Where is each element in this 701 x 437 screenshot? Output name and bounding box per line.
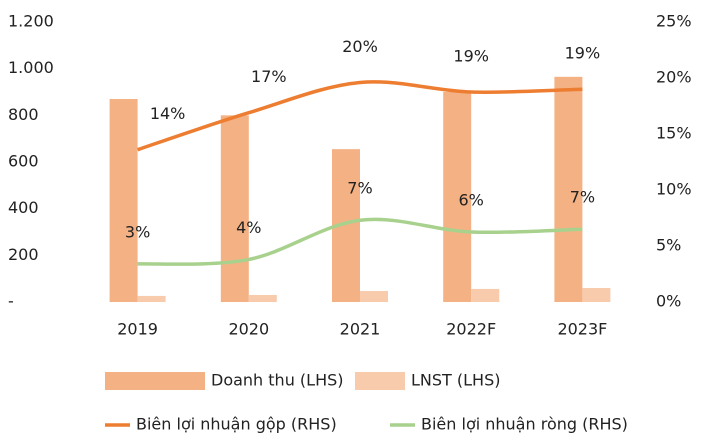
y-tick-label: 600 bbox=[8, 152, 39, 171]
x-tick-label: 2022F bbox=[446, 320, 496, 339]
y-tick-label: 400 bbox=[8, 198, 39, 217]
y2-tick-label: 5% bbox=[656, 236, 681, 255]
y-tick-label: - bbox=[8, 292, 14, 311]
line bbox=[137, 217, 583, 266]
y-tick-label: 1.200 bbox=[8, 12, 54, 31]
y-tick-label: 1.000 bbox=[8, 58, 54, 77]
bar bbox=[360, 291, 388, 302]
data-label: 19% bbox=[453, 47, 489, 66]
x-tick-label: 2020 bbox=[228, 320, 269, 339]
line bbox=[137, 80, 583, 152]
bar bbox=[109, 99, 138, 302]
x-tick-label: 2019 bbox=[117, 320, 158, 339]
x-tick-label: 2021 bbox=[340, 320, 381, 339]
legend-label: Doanh thu (LHS) bbox=[211, 371, 344, 390]
data-label: 17% bbox=[251, 67, 287, 86]
legend-label: Biên lợi nhuận ròng (RHS) bbox=[421, 415, 628, 434]
legend-swatch bbox=[105, 372, 205, 390]
data-label: 14% bbox=[150, 104, 186, 123]
bar bbox=[137, 295, 166, 302]
bar bbox=[582, 288, 611, 302]
y2-tick-label: 25% bbox=[656, 12, 692, 31]
bar bbox=[443, 92, 472, 302]
data-label: 19% bbox=[565, 44, 601, 63]
data-label: 20% bbox=[342, 37, 378, 56]
data-label: 6% bbox=[459, 191, 484, 210]
y-tick-label: 200 bbox=[8, 245, 39, 264]
legend-label: Biên lợi nhuận gộp (RHS) bbox=[136, 415, 337, 434]
data-label: 7% bbox=[347, 179, 372, 198]
bar bbox=[248, 295, 277, 302]
bar bbox=[220, 115, 249, 302]
y2-tick-label: 10% bbox=[656, 180, 692, 199]
data-label: 4% bbox=[236, 218, 261, 237]
legend-swatch bbox=[355, 372, 405, 390]
y2-tick-label: 0% bbox=[656, 292, 681, 311]
data-label: 7% bbox=[570, 188, 595, 207]
x-tick-label: 2023F bbox=[557, 320, 607, 339]
y2-tick-label: 15% bbox=[656, 124, 692, 143]
bar bbox=[554, 76, 583, 302]
data-label: 3% bbox=[125, 222, 150, 241]
y-tick-label: 800 bbox=[8, 105, 39, 124]
bar bbox=[471, 288, 500, 302]
y2-tick-label: 20% bbox=[656, 68, 692, 87]
legend-label: LNST (LHS) bbox=[411, 371, 500, 390]
